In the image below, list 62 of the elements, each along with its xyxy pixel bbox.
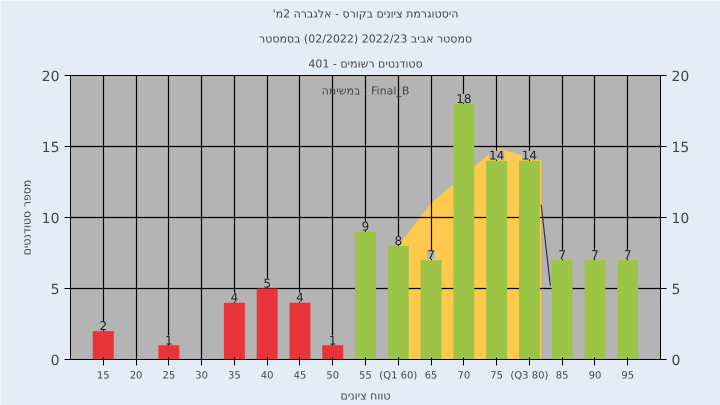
bar: [158, 345, 180, 360]
bar: [584, 260, 606, 360]
x-tick-label: 30: [195, 370, 208, 382]
text: סמסטר אביב 2022/23 (02/2022) בסמסטר: [258, 32, 472, 46]
y2-tick-label: 0: [672, 353, 680, 369]
y-tick-label: 20: [42, 69, 60, 85]
data-label: 2: [99, 319, 108, 334]
bar: [355, 232, 376, 360]
data-label: 7: [624, 248, 632, 262]
x-tick-label: (Q1 60): [379, 370, 418, 382]
y2-tick-label: 5: [672, 282, 680, 298]
bar: [92, 331, 114, 360]
data-label: 14: [522, 148, 538, 163]
data-label: 8: [394, 234, 402, 248]
data-label: 1: [165, 333, 173, 348]
data-label: 18: [456, 92, 472, 106]
chart-title: 'היסטוגרמת ציונים בקורס - אלגברה 2מ: [272, 8, 458, 20]
data-label: 4: [296, 290, 304, 305]
x-tick-label: (Q3 80): [510, 370, 548, 382]
data-label: 7: [591, 248, 599, 262]
x-tick-label: 90: [588, 370, 602, 382]
y-axis-title: מספר סטודנטים: [20, 180, 34, 256]
y-tick-label: 0: [50, 353, 60, 369]
x-tick-label: 75: [490, 370, 503, 382]
x-tick-label: 20: [130, 370, 142, 382]
x-tick-label: 35: [228, 370, 241, 382]
x-tick-label: 85: [556, 370, 569, 382]
data-label: 9: [362, 220, 370, 234]
bar: [322, 345, 344, 360]
x-tick-label: 45: [294, 370, 306, 382]
text: סטודנטים רשומים - 401: [308, 58, 423, 70]
y2-tick-label: 10: [672, 211, 690, 227]
data-label: 7: [558, 248, 566, 262]
y2-tick-label: 15: [672, 140, 690, 156]
y-tick-label: 10: [42, 211, 60, 227]
bar: [617, 260, 638, 360]
x-axis-title: טווח ציונים: [340, 390, 390, 402]
data-label: 7: [427, 248, 435, 262]
data-label: 5: [263, 276, 271, 290]
bar: [256, 288, 278, 360]
x-tick-label: 65: [424, 370, 438, 382]
bar: [388, 246, 409, 360]
data-label: 1: [328, 333, 337, 348]
data-label: 14: [488, 148, 504, 163]
x-tick-label: 50: [326, 370, 340, 382]
bar: [486, 160, 508, 360]
x-tick-label: 25: [162, 370, 176, 382]
x-tick-label: 40: [260, 370, 274, 382]
x-tick-label: 95: [621, 370, 634, 382]
y-tick-label: 15: [42, 140, 60, 156]
x-tick-label: 55: [359, 370, 372, 382]
data-label: 4: [230, 290, 238, 305]
x-tick-label: 70: [457, 370, 470, 382]
bar: [552, 260, 573, 360]
y-tick-label: 5: [50, 282, 60, 298]
bar: [420, 260, 442, 360]
y2-tick-label: 20: [672, 69, 690, 85]
x-tick-label: 15: [96, 370, 110, 382]
bar: [518, 160, 540, 360]
bar: [453, 104, 474, 360]
bar: [224, 302, 245, 360]
bar: [289, 302, 310, 360]
